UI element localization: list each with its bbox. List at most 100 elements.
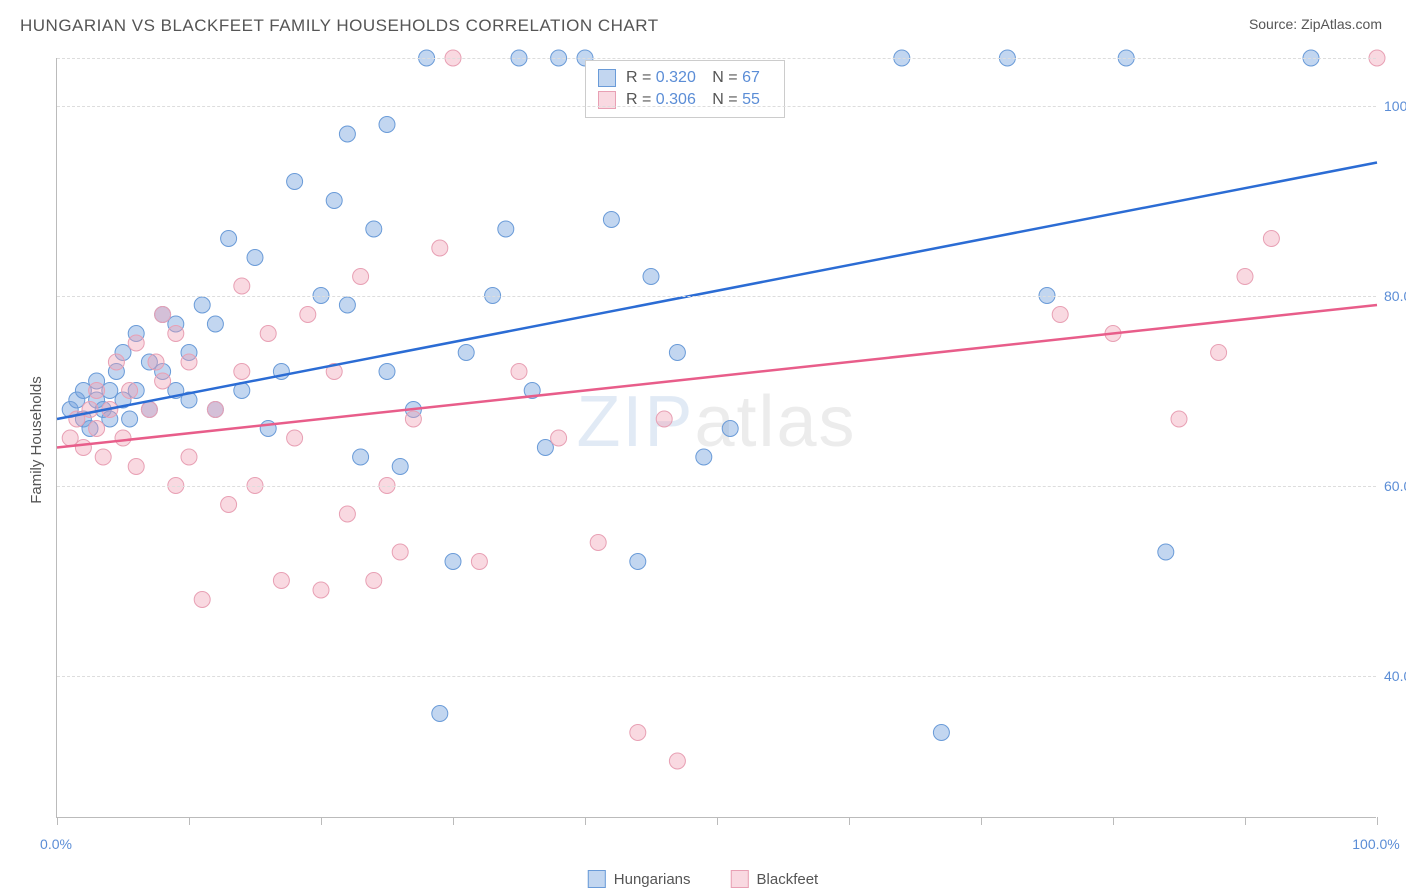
data-point bbox=[221, 497, 237, 513]
data-point bbox=[696, 449, 712, 465]
data-point bbox=[141, 402, 157, 418]
data-point bbox=[207, 402, 223, 418]
data-point bbox=[1171, 411, 1187, 427]
data-point bbox=[1211, 345, 1227, 361]
data-point bbox=[260, 326, 276, 342]
data-point bbox=[62, 430, 78, 446]
scatter-svg bbox=[57, 58, 1377, 818]
data-point bbox=[656, 411, 672, 427]
grid-line bbox=[57, 106, 1376, 107]
data-point bbox=[405, 411, 421, 427]
data-point bbox=[89, 421, 105, 437]
data-point bbox=[194, 297, 210, 313]
legend-label: Hungarians bbox=[614, 871, 691, 888]
data-point bbox=[168, 326, 184, 342]
data-point bbox=[287, 430, 303, 446]
data-point bbox=[1263, 231, 1279, 247]
data-point bbox=[590, 535, 606, 551]
data-point bbox=[273, 573, 289, 589]
data-point bbox=[432, 240, 448, 256]
stats-box: R = 0.320 N = 67R = 0.306 N = 55 bbox=[585, 60, 785, 118]
data-point bbox=[392, 544, 408, 560]
x-tick bbox=[981, 817, 982, 825]
data-point bbox=[445, 554, 461, 570]
data-point bbox=[155, 307, 171, 323]
data-point bbox=[155, 373, 171, 389]
x-tick bbox=[1113, 817, 1114, 825]
data-point bbox=[326, 193, 342, 209]
data-point bbox=[603, 212, 619, 228]
data-point bbox=[379, 117, 395, 133]
data-point bbox=[339, 297, 355, 313]
swatch-blue-icon bbox=[598, 69, 616, 87]
stats-row: R = 0.320 N = 67 bbox=[598, 67, 772, 89]
chart-title: HUNGARIAN VS BLACKFEET FAMILY HOUSEHOLDS… bbox=[20, 16, 659, 36]
data-point bbox=[432, 706, 448, 722]
data-point bbox=[108, 354, 124, 370]
grid-line bbox=[57, 58, 1376, 59]
x-tick-label: 0.0% bbox=[40, 836, 72, 852]
data-point bbox=[366, 221, 382, 237]
y-tick-label: 40.0% bbox=[1384, 668, 1406, 684]
source-label: Source: ZipAtlas.com bbox=[1249, 16, 1382, 32]
data-point bbox=[722, 421, 738, 437]
grid-line bbox=[57, 296, 1376, 297]
legend-label: Blackfeet bbox=[757, 871, 819, 888]
stats-row: R = 0.306 N = 55 bbox=[598, 89, 772, 111]
data-point bbox=[89, 383, 105, 399]
x-tick bbox=[717, 817, 718, 825]
data-point bbox=[379, 364, 395, 380]
plot-area: ZIPatlas R = 0.320 N = 67R = 0.306 N = 5… bbox=[56, 58, 1376, 818]
data-point bbox=[128, 459, 144, 475]
data-point bbox=[643, 269, 659, 285]
bottom-legend: Hungarians Blackfeet bbox=[588, 870, 818, 888]
data-point bbox=[234, 364, 250, 380]
swatch-pink-icon bbox=[731, 870, 749, 888]
data-point bbox=[353, 449, 369, 465]
x-tick bbox=[453, 817, 454, 825]
data-point bbox=[537, 440, 553, 456]
data-point bbox=[234, 278, 250, 294]
x-tick-label: 100.0% bbox=[1352, 836, 1399, 852]
data-point bbox=[392, 459, 408, 475]
data-point bbox=[511, 364, 527, 380]
data-point bbox=[128, 335, 144, 351]
x-tick bbox=[57, 817, 58, 825]
grid-line bbox=[57, 676, 1376, 677]
x-tick bbox=[849, 817, 850, 825]
data-point bbox=[366, 573, 382, 589]
data-point bbox=[353, 269, 369, 285]
data-point bbox=[1237, 269, 1253, 285]
chart-container: ZIPatlas R = 0.320 N = 67R = 0.306 N = 5… bbox=[56, 58, 1376, 818]
data-point bbox=[1052, 307, 1068, 323]
data-point bbox=[551, 430, 567, 446]
data-point bbox=[498, 221, 514, 237]
data-point bbox=[630, 554, 646, 570]
data-point bbox=[75, 440, 91, 456]
data-point bbox=[933, 725, 949, 741]
x-tick bbox=[321, 817, 322, 825]
data-point bbox=[669, 753, 685, 769]
data-point bbox=[339, 126, 355, 142]
x-tick bbox=[585, 817, 586, 825]
data-point bbox=[247, 250, 263, 266]
data-point bbox=[207, 316, 223, 332]
x-tick bbox=[1245, 817, 1246, 825]
data-point bbox=[471, 554, 487, 570]
data-point bbox=[669, 345, 685, 361]
data-point bbox=[181, 354, 197, 370]
data-point bbox=[194, 592, 210, 608]
data-point bbox=[122, 411, 138, 427]
data-point bbox=[221, 231, 237, 247]
data-point bbox=[339, 506, 355, 522]
data-point bbox=[313, 582, 329, 598]
data-point bbox=[115, 430, 131, 446]
data-point bbox=[82, 402, 98, 418]
data-point bbox=[287, 174, 303, 190]
data-point bbox=[300, 307, 316, 323]
y-tick-label: 60.0% bbox=[1384, 478, 1406, 494]
data-point bbox=[1158, 544, 1174, 560]
data-point bbox=[148, 354, 164, 370]
grid-line bbox=[57, 486, 1376, 487]
data-point bbox=[181, 449, 197, 465]
